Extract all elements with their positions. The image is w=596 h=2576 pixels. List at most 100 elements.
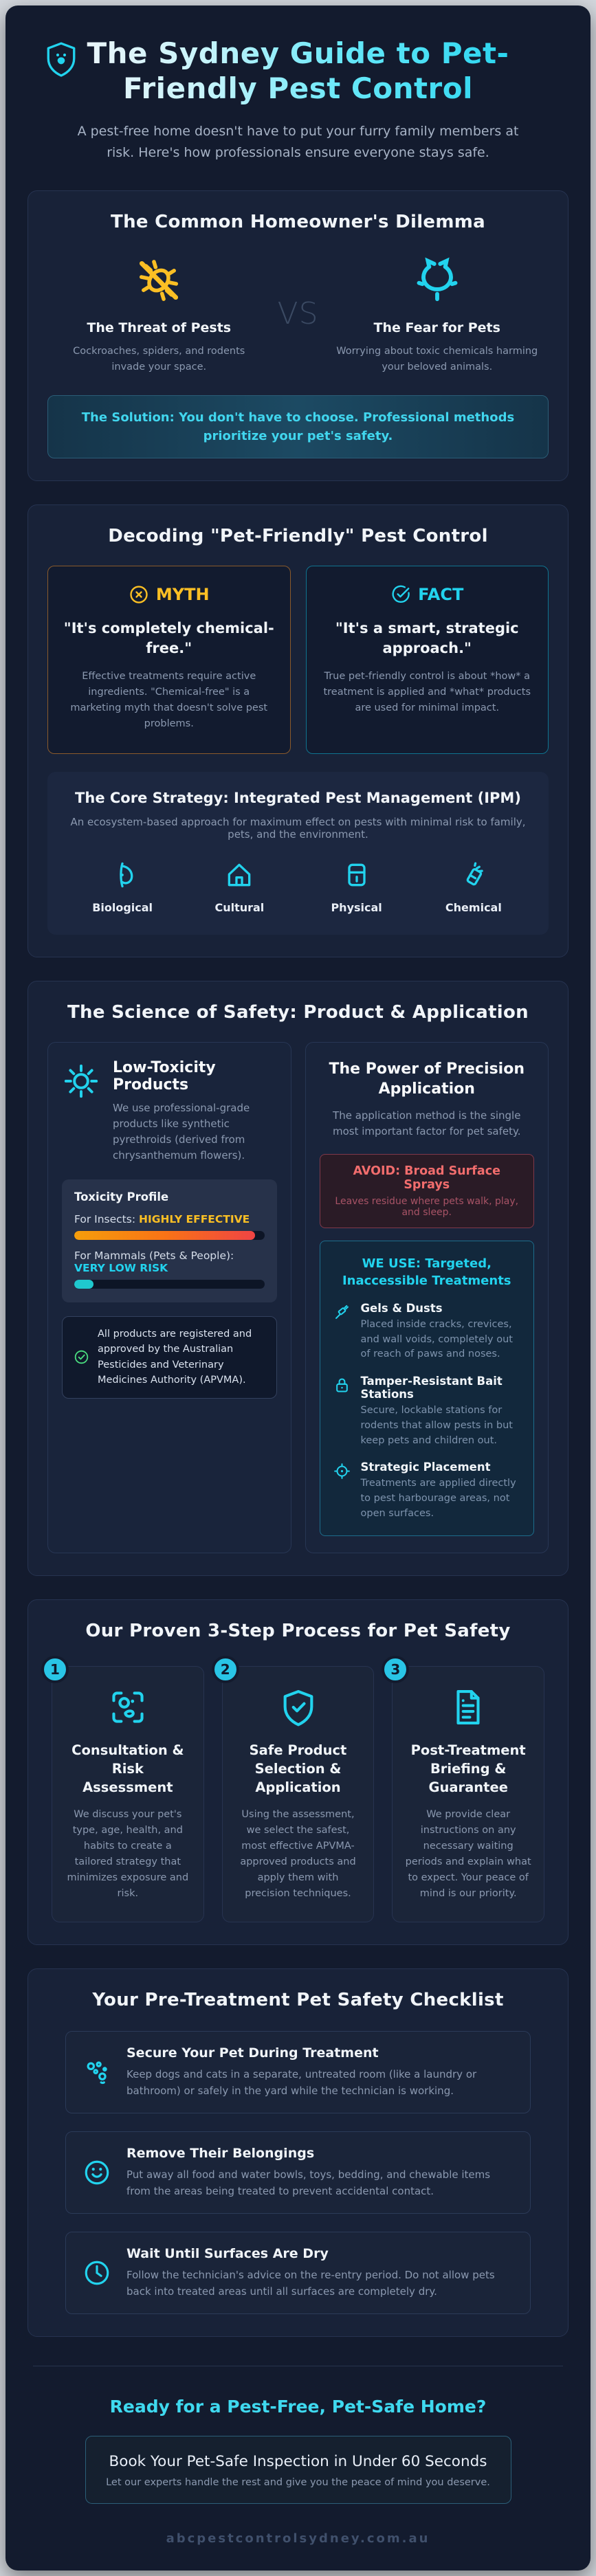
checklist-item-belongings: Remove Their Belongings Put away all foo…: [65, 2131, 531, 2214]
step-card-2: 2 Safe Product Selection & Application U…: [211, 1655, 375, 1922]
ipm-card: The Core Strategy: Integrated Pest Manag…: [47, 771, 549, 935]
section-process: Our Proven 3-Step Process for Pet Safety…: [27, 1599, 569, 1945]
myth-badge: MYTH: [63, 584, 275, 605]
pillar-cultural-label: Cultural: [214, 900, 265, 914]
threat-title: The Threat of Pests: [87, 320, 232, 336]
insects-bar: [74, 1230, 265, 1240]
ipm-desc: An ecosystem-based approach for maximum …: [70, 815, 526, 841]
fact-badge: FACT: [322, 584, 533, 605]
avoid-box: AVOID: Broad Surface Sprays Leaves resid…: [319, 1153, 534, 1228]
dilemma-title: The Common Homeowner's Dilemma: [111, 212, 485, 233]
flower-icon: [62, 1059, 102, 1164]
application-title: The Power of Precision Application: [329, 1060, 525, 1098]
pillar-chemical-label: Chemical: [445, 900, 502, 914]
step-desc: We provide clear instructions on any nec…: [405, 1808, 531, 1900]
checklist-item-title: Secure Your Pet During Treatment: [126, 2045, 379, 2061]
target-icon: [333, 1463, 350, 1480]
threat-column: The Threat of Pests Cockroaches, spiders…: [47, 253, 271, 375]
we-use-title: WE USE: Targeted, Inaccessible Treatment…: [342, 1256, 511, 1288]
fear-column: The Fear for Pets Worrying about toxic c…: [326, 253, 549, 375]
step-number-badge: 1: [41, 1655, 69, 1683]
checklist-item-desc: Put away all food and water bowls, toys,…: [126, 2168, 491, 2197]
solution-banner: The Solution: You don't have to choose. …: [47, 395, 549, 459]
clock-icon: [85, 2261, 109, 2285]
green-check-icon: [74, 1350, 89, 1364]
paw-scan-icon: [65, 1687, 191, 1727]
myth-desc: Effective treatments require active ingr…: [70, 670, 268, 730]
steps-row: 1 Consultation & Risk Assessment We disc…: [41, 1655, 549, 1922]
check-circle-icon: [390, 584, 411, 605]
shield-paw-icon: [44, 41, 78, 78]
list-item: Gels & Dusts Placed inside cracks, crevi…: [333, 1302, 522, 1362]
website-domain: abcpestcontrolsydney.com.au: [166, 2531, 430, 2546]
fact-desc: True pet-friendly control is about *how*…: [323, 670, 531, 714]
mammals-bar: [74, 1279, 265, 1289]
spray-can-icon: [459, 860, 489, 890]
products-title: Low-Toxicity Products: [113, 1058, 216, 1093]
section-decoding: Decoding "Pet-Friendly" Pest Control MYT…: [27, 504, 569, 957]
toxicity-title: Toxicity Profile: [74, 1190, 169, 1203]
pillar-biological-label: Biological: [92, 900, 153, 914]
step-title: Safe Product Selection & Application: [249, 1742, 347, 1796]
checklist-item-dry: Wait Until Surfaces Are Dry Follow the t…: [65, 2231, 531, 2314]
fact-card: FACT "It's a smart, strategic approach."…: [305, 566, 549, 754]
smiley-icon: [85, 2160, 109, 2184]
fact-label: FACT: [418, 585, 464, 605]
science-title: The Science of Safety: Product & Applica…: [67, 1001, 529, 1023]
approval-text: All products are registered and approved…: [98, 1328, 252, 1386]
no-bugs-icon: [56, 253, 263, 308]
science-columns: Low-Toxicity Products We use professiona…: [47, 1041, 549, 1553]
leaf-icon: [107, 860, 137, 890]
step-number-badge: 3: [382, 1655, 410, 1683]
checklist-title: Your Pre-Treatment Pet Safety Checklist: [92, 1989, 504, 2010]
pillar-chemical: Chemical: [415, 860, 532, 914]
checklist-item-desc: Follow the technician's advice on the re…: [126, 2268, 495, 2298]
cta-section: Ready for a Pest-Free, Pet-Safe Home? Bo…: [22, 2397, 574, 2546]
section-checklist: Your Pre-Treatment Pet Safety Checklist …: [27, 1968, 569, 2337]
x-circle-icon: [129, 584, 149, 605]
pillar-biological: Biological: [64, 860, 181, 914]
avoid-desc: Leaves residue where pets walk, play, an…: [335, 1195, 519, 1218]
cta-button-sub: Let our experts handle the rest and give…: [106, 2476, 490, 2488]
mammals-value: VERY LOW RISK: [74, 1261, 168, 1274]
section-dilemma: The Common Homeowner's Dilemma The Threa…: [27, 190, 569, 482]
decoding-title: Decoding "Pet-Friendly" Pest Control: [108, 526, 488, 547]
bait-box-icon: [342, 860, 372, 890]
insects-label: For Insects: HIGHLY EFFECTIVE: [74, 1212, 250, 1225]
header: The Sydney Guide to Pet-Friendly Pest Co…: [22, 29, 574, 167]
step-title: Post-Treatment Briefing & Guarantee: [410, 1742, 526, 1796]
approval-note: All products are registered and approved…: [62, 1315, 277, 1399]
step-card-1: 1 Consultation & Risk Assessment We disc…: [41, 1655, 204, 1922]
dilemma-columns: The Threat of Pests Cockroaches, spiders…: [47, 253, 549, 375]
list-item: Tamper-Resistant Bait Stations Secure, l…: [333, 1375, 522, 1448]
step-title: Consultation & Risk Assessment: [71, 1742, 184, 1796]
fear-desc: Worrying about toxic chemicals harming y…: [336, 346, 538, 373]
application-card: The Power of Precision Application The a…: [305, 1041, 549, 1553]
pillar-physical-label: Physical: [331, 900, 382, 914]
products-desc: We use professional-grade products like …: [113, 1101, 250, 1162]
pillar-cultural: Cultural: [181, 860, 298, 914]
step-card-3: 3 Post-Treatment Briefing & Guarantee We…: [382, 1655, 545, 1922]
cta-button-title: Book Your Pet-Safe Inspection in Under 6…: [109, 2452, 487, 2470]
process-title: Our Proven 3-Step Process for Pet Safety: [85, 1620, 511, 1641]
page-subtitle: A pest-free home doesn't have to put you…: [77, 124, 519, 160]
padlock-icon: [335, 1378, 348, 1392]
myth-quote: "It's completely chemical-free.": [63, 620, 274, 656]
shield-check-icon: [235, 1687, 362, 1727]
checklist-item-title: Remove Their Belongings: [126, 2145, 315, 2161]
threat-desc: Cockroaches, spiders, and rodents invade…: [73, 346, 245, 373]
avoid-title: AVOID: Broad Surface Sprays: [353, 1164, 500, 1192]
item-desc: Secure, lockable stations for rodents th…: [360, 1405, 513, 1446]
syringe-icon: [335, 1304, 349, 1319]
pillar-physical: Physical: [298, 860, 415, 914]
book-inspection-button[interactable]: Book Your Pet-Safe Inspection in Under 6…: [85, 2435, 511, 2504]
we-use-box: WE USE: Targeted, Inaccessible Treatment…: [319, 1240, 534, 1536]
page-title: The Sydney Guide to Pet-Friendly Pest Co…: [63, 36, 533, 106]
checklist-item-secure: Secure Your Pet During Treatment Keep do…: [65, 2030, 531, 2113]
checklist-items: Secure Your Pet During Treatment Keep do…: [47, 2030, 549, 2314]
document-icon: [405, 1687, 531, 1727]
myth-fact-row: MYTH "It's completely chemical-free." Ef…: [47, 566, 549, 754]
fact-quote: "It's a smart, strategic approach.": [335, 620, 519, 656]
list-item: Strategic Placement Treatments are appli…: [333, 1461, 522, 1521]
fear-title: The Fear for Pets: [373, 320, 500, 336]
